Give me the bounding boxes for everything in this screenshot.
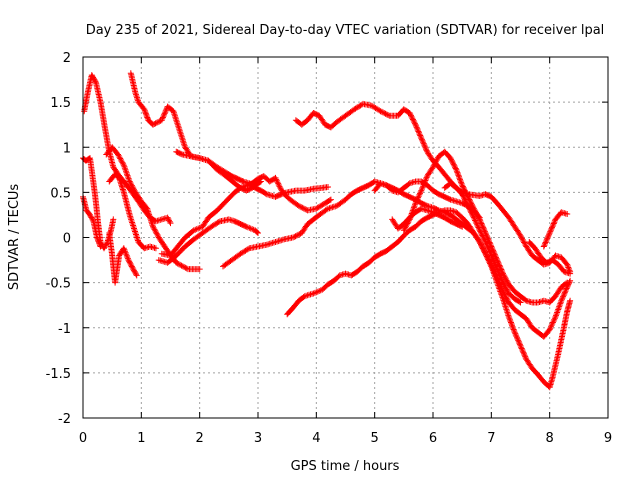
series-sat-l <box>284 207 574 391</box>
series-sat-g <box>127 70 264 194</box>
axes: 0 1 2 3 4 5 6 7 8 9 -2 -1.5 -1 -0.5 0 0.5 1 1.5 2 <box>46 51 613 446</box>
y-tick-label: 2 <box>63 51 71 66</box>
x-tick-label: 7 <box>487 431 495 446</box>
series-sat-m <box>292 100 574 275</box>
y-tick-label: -0.5 <box>46 277 71 292</box>
x-tick-label: 1 <box>137 431 145 446</box>
series-sat-h <box>158 173 334 259</box>
series-markers <box>158 173 334 259</box>
series-markers <box>526 239 574 277</box>
y-tick-label: 0.5 <box>50 186 71 201</box>
series-sat-r <box>540 209 571 250</box>
series-markers <box>389 205 466 232</box>
series-markers <box>106 230 140 286</box>
series-markers <box>80 193 104 250</box>
x-tick-label: 4 <box>312 431 320 446</box>
x-tick-label: 0 <box>79 431 87 446</box>
series-markers <box>284 207 574 391</box>
x-tick-label: 5 <box>371 431 379 446</box>
data-series <box>80 70 574 391</box>
series-markers <box>292 100 574 275</box>
series-sat-i <box>155 216 261 266</box>
x-tick-label: 9 <box>604 431 612 446</box>
series-markers <box>220 178 574 340</box>
chart-title: Day 235 of 2021, Sidereal Day-to-day VTE… <box>86 23 605 38</box>
plot-frame <box>82 56 609 419</box>
series-sat-j <box>173 148 331 200</box>
series-sat-f <box>106 171 159 252</box>
y-tick-label: -2 <box>58 412 71 427</box>
series-sat-k <box>220 178 574 340</box>
series-sat-c <box>80 193 104 250</box>
series-sat-s <box>441 180 524 306</box>
series-markers <box>127 70 264 194</box>
series-sat-o <box>389 205 466 232</box>
y-tick-label: 0 <box>63 232 71 247</box>
x-axis-label: GPS time / hours <box>291 459 400 474</box>
series-markers <box>155 216 261 266</box>
series-markers <box>400 148 571 306</box>
x-tick-label: 8 <box>546 431 554 446</box>
series-markers <box>106 171 159 252</box>
y-tick-label: 1.5 <box>50 96 71 111</box>
x-tick-label: 3 <box>254 431 262 446</box>
series-markers <box>441 180 524 306</box>
series-markers <box>173 148 331 200</box>
y-tick-label: 1 <box>63 141 71 156</box>
x-tick-label: 6 <box>429 431 437 446</box>
series-sat-d <box>106 230 140 286</box>
y-tick-label: -1.5 <box>46 367 71 382</box>
series-sat-n <box>400 148 571 306</box>
x-tick-label: 2 <box>196 431 204 446</box>
y-axis-label: SDTVAR / TECUs <box>7 184 22 291</box>
y-tick-label: -1 <box>58 322 71 337</box>
series-sat-q <box>526 239 574 277</box>
grid-lines <box>83 57 608 418</box>
series-markers <box>540 209 571 250</box>
